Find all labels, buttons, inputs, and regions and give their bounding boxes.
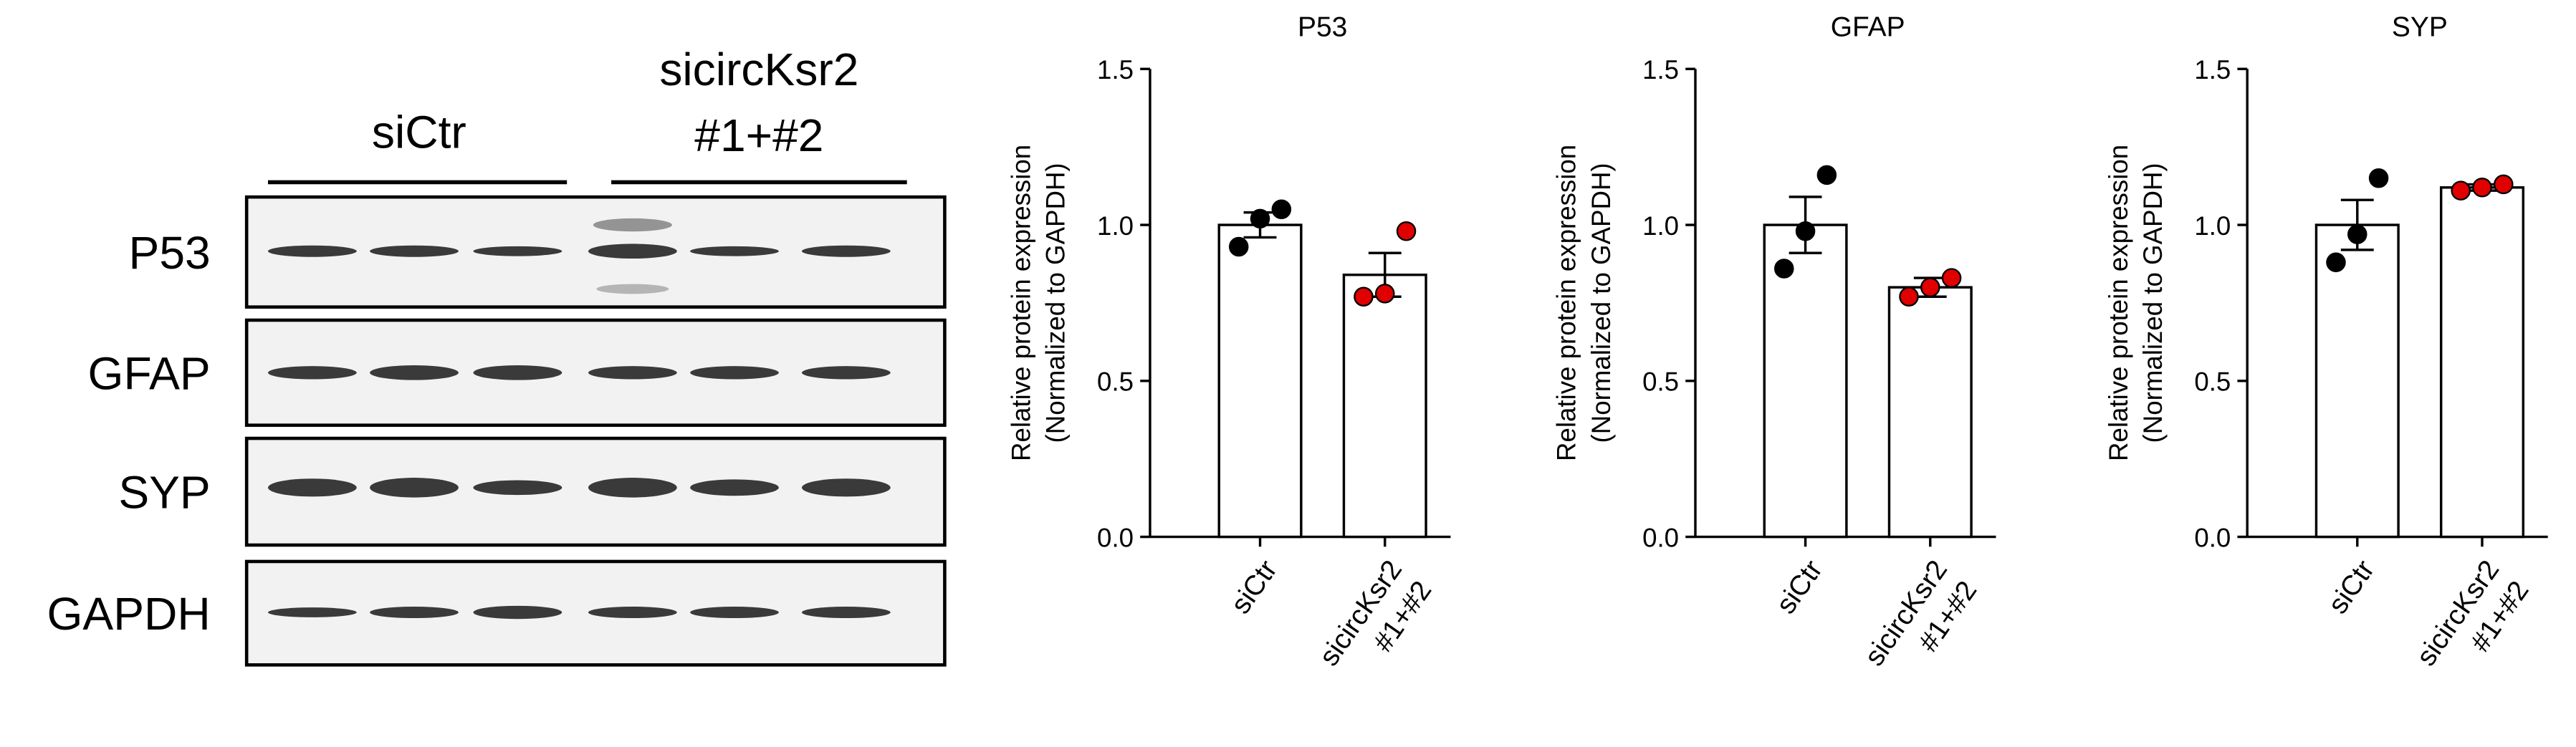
y-axis-label: (Normalized to GAPDH) [2138, 163, 2168, 443]
y-tick-label: 1.0 [1097, 211, 1134, 241]
y-tick-label: 0.5 [2194, 367, 2231, 397]
x-tick-label-group: sicircKsr2#1+#2 [2410, 555, 2534, 672]
band [588, 478, 677, 498]
band [267, 607, 357, 617]
y-axis-label: Relative protein expression [1552, 145, 1581, 461]
data-point [1396, 221, 1417, 241]
band [690, 366, 779, 380]
group-label: sicircKsr2 [659, 44, 858, 95]
data-point [2347, 224, 2367, 244]
y-tick-label: 0.0 [2194, 523, 2231, 552]
y-tick-label: 1.5 [1642, 55, 1679, 85]
x-tick-label-group: sicircKsr2#1+#2 [1859, 555, 1983, 672]
row-label: SYP [118, 466, 210, 518]
y-tick-label: 1.0 [2194, 211, 2231, 241]
group-label: siCtr [372, 106, 466, 158]
bar-chart: P53 Relative protein expression (Normalize… [1007, 11, 1451, 672]
band [588, 244, 677, 259]
band [370, 607, 459, 619]
chart-title: GFAP [1831, 11, 1905, 42]
bar [1217, 223, 1303, 539]
band [690, 479, 779, 496]
band [473, 605, 562, 620]
band [690, 246, 779, 256]
data-point [1250, 208, 1270, 229]
bar [2439, 186, 2525, 539]
bar [1342, 274, 1427, 539]
data-point [1899, 286, 1919, 307]
data-point [2451, 180, 2471, 201]
band [473, 246, 562, 256]
y-tick-label: 1.5 [1097, 55, 1134, 85]
y-tick-label: 0.0 [1642, 523, 1679, 552]
band [801, 607, 891, 619]
data-point [2494, 174, 2514, 195]
data-point [1774, 259, 1794, 279]
group-label: #1+#2 [694, 110, 823, 161]
data-point [1354, 286, 1374, 307]
y-axis-label: Relative protein expression [1007, 145, 1036, 461]
data-point [1374, 284, 1395, 304]
band [593, 218, 672, 232]
x-tick-label: siCtr [1225, 555, 1283, 620]
y-axis-label: Relative protein expression [2104, 145, 2133, 461]
data-point [1941, 268, 1962, 288]
x-tick-label: siCtr [2322, 555, 2380, 620]
band [473, 480, 562, 496]
band [370, 245, 459, 257]
y-tick-label: 1.5 [2194, 55, 2231, 85]
x-tick-label-group: siCtr [1225, 555, 1283, 620]
western-blot: siCtr sicircKsr2 #1+#2 P53 GFAP SYP GAPDH [47, 44, 947, 667]
y-tick-label: 0.0 [1097, 523, 1134, 552]
data-point [2472, 178, 2492, 198]
data-point [1816, 165, 1837, 185]
band [473, 365, 562, 380]
band [801, 245, 891, 257]
data-point [1228, 236, 1249, 257]
band [267, 478, 357, 497]
band [588, 607, 677, 619]
band [267, 366, 357, 380]
x-tick-label-group: siCtr [2322, 555, 2380, 620]
band [596, 284, 669, 294]
band [370, 478, 459, 498]
bar-chart: SYP Relative protein expression (Normalize… [2104, 11, 2548, 672]
row-label: GFAP [88, 347, 211, 399]
data-point [2326, 252, 2346, 273]
x-tick-label-group: siCtr [1771, 555, 1829, 620]
band [801, 366, 891, 380]
x-tick-label-group: sicircKsr2#1+#2 [1313, 555, 1437, 672]
band [370, 365, 459, 380]
band [267, 245, 357, 257]
band [690, 607, 779, 619]
bar-chart: GFAP Relative protein expression (Normaliz… [1552, 11, 1996, 672]
row-label: P53 [129, 227, 211, 279]
bar [1887, 286, 1973, 539]
bar [1763, 223, 1848, 539]
data-point [1920, 277, 1940, 297]
y-tick-label: 1.0 [1642, 211, 1679, 241]
row-label: GAPDH [47, 588, 211, 640]
chart-title: P53 [1298, 11, 1347, 42]
x-tick-label: siCtr [1771, 555, 1829, 620]
data-point [1795, 221, 1816, 241]
chart-title: SYP [2392, 11, 2448, 42]
y-tick-label: 0.5 [1642, 367, 1679, 397]
y-tick-label: 0.5 [1097, 367, 1134, 397]
data-point [1271, 199, 1292, 220]
bar [2314, 223, 2400, 539]
y-axis-label: (Normalized to GAPDH) [1041, 163, 1071, 443]
y-axis-label: (Normalized to GAPDH) [1586, 163, 1616, 443]
data-point [2368, 168, 2389, 188]
band [588, 366, 677, 380]
band [801, 478, 891, 497]
